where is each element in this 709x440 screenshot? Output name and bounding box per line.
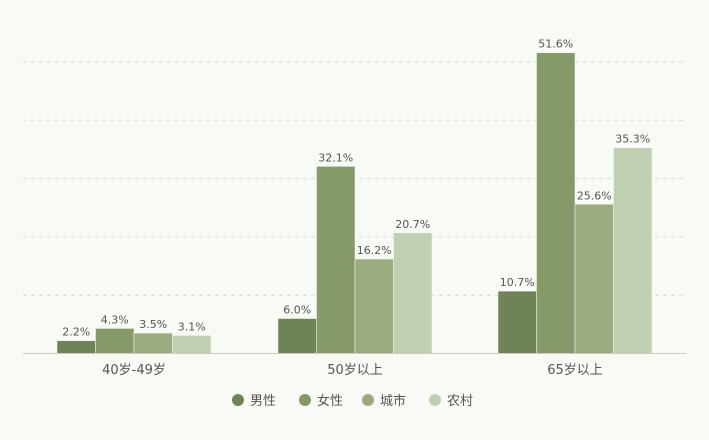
data-label: 2.2%	[62, 326, 90, 339]
x-tick-label: 65岁以上	[547, 363, 603, 378]
data-label: 20.7%	[395, 218, 430, 231]
bar-农村-40岁-49岁	[172, 335, 212, 354]
data-label: 4.3%	[101, 313, 129, 326]
bar-男性-40岁-49岁	[56, 340, 96, 354]
data-label: 51.6%	[538, 38, 573, 51]
bar-女性-65岁以上	[536, 52, 576, 354]
data-label: 35.3%	[615, 133, 650, 146]
bar-农村-50岁以上	[393, 232, 433, 354]
data-label: 3.5%	[139, 318, 167, 331]
data-label: 10.7%	[500, 276, 535, 289]
legend-label: 城市	[380, 393, 406, 409]
data-label: 25.6%	[577, 189, 612, 202]
bar-男性-50岁以上	[277, 318, 317, 354]
legend-marker	[362, 394, 374, 406]
legend-item-女性[interactable]: 女性	[299, 393, 343, 409]
legend-marker	[232, 394, 244, 406]
legend: 男性 女性 城市 农村	[232, 393, 473, 409]
data-labels: 2.2% 4.3% 3.5% 3.1% 6.0% 32.1% 16.2%20.7% 10.7%…	[62, 38, 650, 339]
legend-label: 女性	[317, 393, 343, 409]
legend-marker	[429, 394, 441, 406]
bar-城市-50岁以上	[354, 258, 394, 354]
legend-item-城市[interactable]: 城市	[362, 393, 406, 409]
bar-男性-65岁以上	[497, 290, 537, 354]
data-label: 3.1%	[178, 320, 206, 333]
bar-城市-40岁-49岁	[133, 332, 173, 354]
bar-农村-65岁以上	[613, 147, 653, 354]
bars	[56, 52, 653, 354]
bar-城市-65岁以上	[574, 204, 614, 354]
data-label: 6.0%	[283, 304, 311, 317]
data-label: 16.2%	[357, 244, 392, 257]
data-label: 32.1%	[318, 151, 353, 164]
legend-item-男性[interactable]: 男性	[232, 394, 276, 409]
legend-marker	[299, 394, 311, 406]
x-tick-label: 50岁以上	[327, 363, 383, 378]
bar-女性-50岁以上	[316, 166, 356, 354]
bar-女性-40岁-49岁	[95, 328, 135, 354]
legend-label: 男性	[250, 394, 276, 409]
x-tick-label: 40岁-49岁	[102, 363, 166, 378]
legend-item-农村[interactable]: 农村	[429, 394, 473, 409]
legend-label: 农村	[447, 394, 473, 409]
x-axis-ticks: 40岁-49岁 50岁以上 65岁以上	[102, 363, 603, 378]
